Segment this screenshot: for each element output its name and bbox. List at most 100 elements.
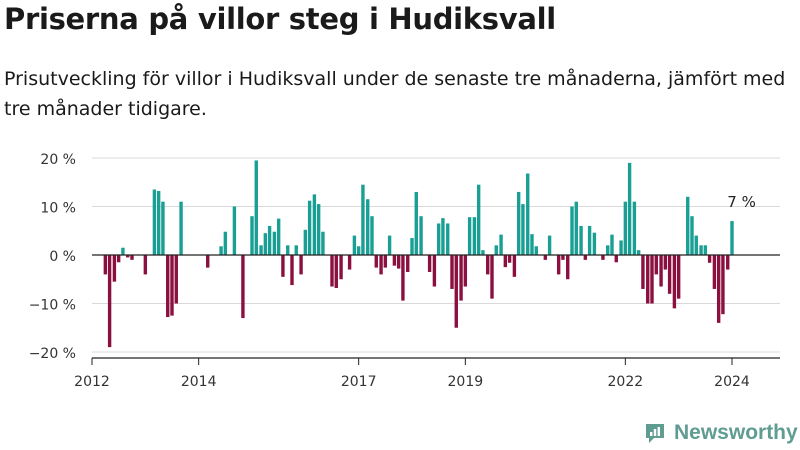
bar [467,217,472,255]
bar [499,234,503,255]
bar [406,255,410,272]
bar [241,255,245,319]
bar [521,204,525,255]
bar [312,194,317,255]
bar [272,231,277,255]
bar [676,255,681,299]
bar [179,201,183,255]
bar [356,246,361,255]
bar [476,184,481,255]
x-tick-label: 2024 [714,374,750,390]
bar [290,255,294,286]
bar [396,255,401,269]
bar [606,245,610,255]
bar [641,255,645,289]
bar [694,235,698,255]
bar [512,255,517,277]
bar [281,255,285,277]
bar [223,231,228,255]
bar [632,201,637,255]
bar [276,218,281,256]
bar [232,206,237,255]
bar [686,196,690,255]
bar [286,245,290,255]
bar [112,255,117,282]
bar [579,225,583,255]
bar [267,225,272,255]
bar [152,189,157,255]
bar [321,231,325,255]
bar [414,191,418,255]
bar [126,255,130,258]
bar [726,255,730,270]
bar [436,223,441,255]
bar [379,255,383,275]
bar [441,218,445,255]
bar [534,246,538,255]
brand-name: Newsworthy [674,421,798,444]
bar [299,255,303,275]
x-tick-label: 2022 [608,374,644,390]
x-tick-label: 2019 [448,374,484,390]
y-tick-label: −10 % [29,298,76,314]
bar [254,160,258,255]
bar [672,255,677,309]
bar [526,173,530,255]
bar [401,255,405,301]
bar [454,255,458,328]
bar [730,221,734,255]
bar [463,255,468,287]
bar [561,255,565,260]
bar [583,255,588,260]
bar [374,255,378,268]
x-tick-label: 2012 [74,374,110,390]
bar [587,225,592,255]
y-tick-label: 0 % [49,249,76,265]
bar [294,245,298,255]
bar [347,255,352,270]
bar [627,162,632,255]
bar [263,233,268,255]
bar [206,255,210,268]
bar [174,255,178,304]
bar [446,223,450,255]
x-tick-label: 2017 [341,374,377,390]
y-tick-label: −20 % [29,346,76,362]
bar [107,255,112,348]
bar [530,234,534,255]
newsworthy-logo-icon [646,424,664,443]
bar [103,255,108,275]
bar [166,255,170,318]
bar [614,255,618,263]
bar [410,238,414,255]
bar [712,255,717,289]
bar [366,199,370,255]
bar [646,255,650,304]
bar [507,255,512,263]
x-tick-label: 2014 [181,374,217,390]
bar [516,191,521,255]
bar [121,247,125,255]
bar [690,216,694,255]
bar [574,201,578,255]
bar [503,255,508,268]
bar [161,201,165,255]
bar [361,184,365,255]
y-tick-label: 10 % [40,201,76,217]
bar [601,255,605,260]
chart-title: Priserna på villor steg i Hudiksvall [4,2,556,36]
latest-value-annotation: 7 % [727,193,756,211]
bar [352,235,357,255]
bar [392,255,397,266]
bar [592,232,597,255]
bar [370,216,374,255]
bar [556,255,561,275]
bar [219,246,223,255]
bar [636,250,641,255]
bar [472,217,477,255]
bar [116,255,121,263]
bar [659,255,663,287]
bar [481,250,485,255]
bar [650,255,654,304]
